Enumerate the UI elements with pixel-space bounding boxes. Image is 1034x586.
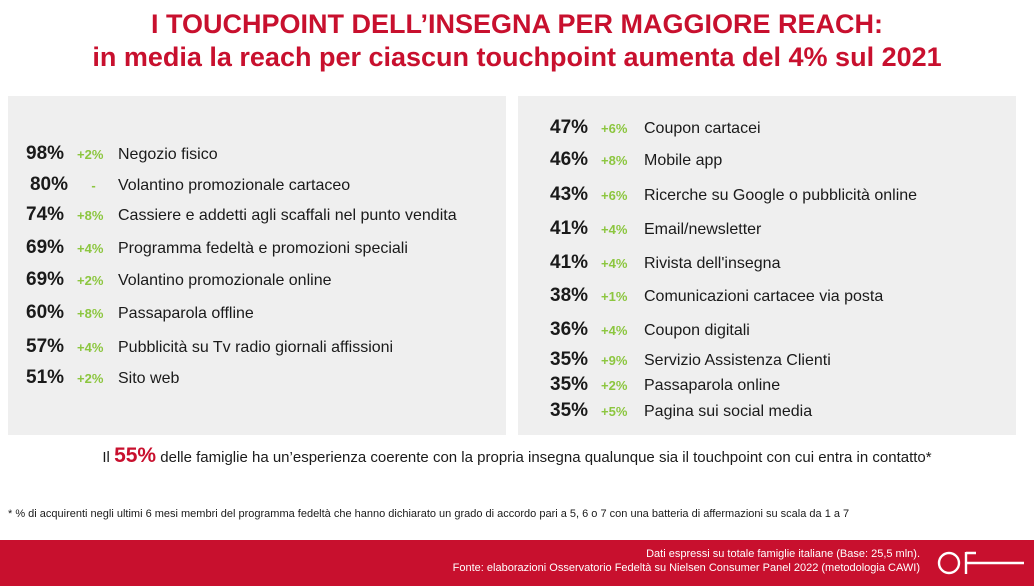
source-line-1: Dati espressi su totale famiglie italian… xyxy=(646,548,920,560)
list-item: 38% +1% Comunicazioni cartacee via posta xyxy=(550,285,883,307)
touchpoint-label: Cassiere e addetti agli scaffali nel pun… xyxy=(118,207,457,224)
reach-delta: +4% xyxy=(601,256,628,271)
touchpoint-label: Coupon digitali xyxy=(644,322,750,339)
source-line-2: Fonte: elaborazioni Osservatorio Fedeltà… xyxy=(452,562,920,574)
reach-percent: 35% xyxy=(550,400,589,421)
reach-percent: 69% xyxy=(26,237,65,258)
list-item: 35% +9% Servizio Assistenza Clienti xyxy=(550,349,831,371)
reach-percent: 98% xyxy=(26,143,65,164)
reach-delta: +2% xyxy=(601,378,628,393)
reach-percent: 35% xyxy=(550,374,589,395)
footnote: * % di acquirenti negli ultimi 6 mesi me… xyxy=(8,508,850,520)
statement-suffix: delle famiglie ha un’esperienza coerente… xyxy=(160,449,932,466)
list-item: 98% +2% Negozio fisico xyxy=(26,143,218,165)
reach-delta: +4% xyxy=(601,222,628,237)
statement-prefix: Il xyxy=(102,449,110,466)
list-item: 69% +4% Programma fedeltà e promozioni s… xyxy=(26,237,408,259)
reach-delta: +4% xyxy=(601,323,628,338)
reach-delta: +2% xyxy=(77,371,104,386)
reach-delta: +8% xyxy=(77,306,104,321)
list-item: 46% +8% Mobile app xyxy=(550,149,722,171)
reach-delta: +2% xyxy=(77,273,104,288)
touchpoint-label: Email/newsletter xyxy=(644,221,762,238)
reach-delta: +6% xyxy=(601,188,628,203)
reach-percent: 41% xyxy=(550,252,589,273)
list-item: 80% - Volantino promozionale cartaceo xyxy=(26,174,350,196)
reach-delta: +6% xyxy=(601,121,628,136)
source-note: Dati espressi su totale famiglie italian… xyxy=(453,547,920,575)
reach-delta: +2% xyxy=(77,147,104,162)
touchpoint-label: Rivista dell'insegna xyxy=(644,255,781,272)
footer-bar: Dati espressi su totale famiglie italian… xyxy=(0,540,1034,586)
list-item: 51% +2% Sito web xyxy=(26,367,179,389)
touchpoint-label: Coupon cartacei xyxy=(644,120,761,137)
reach-delta: +9% xyxy=(601,353,628,368)
reach-percent: 80% xyxy=(29,174,69,195)
reach-delta: +4% xyxy=(77,340,104,355)
reach-percent: 60% xyxy=(26,302,65,323)
reach-percent: 69% xyxy=(26,269,65,290)
reach-delta: - xyxy=(91,178,96,193)
statement-highlight: 55% xyxy=(114,444,157,467)
touchpoint-label: Passaparola offline xyxy=(118,305,254,322)
touchpoint-label: Negozio fisico xyxy=(118,146,218,163)
touchpoint-label: Passaparola online xyxy=(644,377,781,394)
touchpoint-label: Volantino promozionale cartaceo xyxy=(118,177,351,194)
touchpoint-label: Sito web xyxy=(118,370,180,387)
reach-delta: +1% xyxy=(601,289,628,304)
key-statement: Il 55% delle famiglie ha un’esperienza c… xyxy=(0,444,1034,468)
reach-delta: +8% xyxy=(601,153,628,168)
touchpoint-label: Mobile app xyxy=(644,152,723,169)
touchpoint-label: Volantino promozionale online xyxy=(118,272,332,289)
touchpoint-label: Comunicazioni cartacee via posta xyxy=(644,288,884,305)
page-title: I TOUCHPOINT DELL’INSEGNA PER MAGGIORE R… xyxy=(0,8,1034,74)
reach-percent: 57% xyxy=(26,336,65,357)
list-item: 35% +5% Pagina sui social media xyxy=(550,400,812,422)
list-item: 41% +4% Email/newsletter xyxy=(550,218,761,240)
list-item: 69% +2% Volantino promozionale online xyxy=(26,269,331,291)
touchpoint-label: Servizio Assistenza Clienti xyxy=(644,352,831,369)
list-item: 41% +4% Rivista dell'insegna xyxy=(550,252,780,274)
reach-percent: 36% xyxy=(550,319,589,340)
reach-percent: 43% xyxy=(550,184,589,205)
reach-delta: +8% xyxy=(77,208,104,223)
left-touchpoint-panel: 98% +2% Negozio fisico 80% - Volantino p… xyxy=(8,96,506,435)
list-item: 47% +6% Coupon cartacei xyxy=(550,117,761,139)
touchpoint-label: Ricerche su Google o pubblicità online xyxy=(644,187,918,204)
reach-percent: 41% xyxy=(550,218,589,239)
title-line-1: I TOUCHPOINT DELL’INSEGNA PER MAGGIORE R… xyxy=(150,9,884,39)
touchpoint-label: Programma fedeltà e promozioni speciali xyxy=(118,240,408,257)
reach-delta: +4% xyxy=(77,241,104,256)
list-item: 74% +8% Cassiere e addetti agli scaffali… xyxy=(26,204,457,226)
reach-percent: 38% xyxy=(550,285,589,306)
reach-delta: +5% xyxy=(601,404,628,419)
list-item: 35% +2% Passaparola online xyxy=(550,374,780,396)
of-logo-icon: OF xyxy=(937,551,1024,575)
touchpoint-label: Pubblicità su Tv radio giornali affissio… xyxy=(118,339,394,356)
reach-percent: 74% xyxy=(26,204,65,225)
list-item: 57% +4% Pubblicità su Tv radio giornali … xyxy=(26,336,393,358)
list-item: 60% +8% Passaparola offline xyxy=(26,302,254,324)
reach-percent: 47% xyxy=(550,117,589,138)
title-line-2: in media la reach per ciascun touchpoint… xyxy=(92,42,942,72)
reach-percent: 35% xyxy=(550,349,589,370)
touchpoint-label: Pagina sui social media xyxy=(644,403,813,420)
reach-percent: 46% xyxy=(550,149,589,170)
list-item: 43% +6% Ricerche su Google o pubblicità … xyxy=(550,184,917,206)
right-touchpoint-panel: 47% +6% Coupon cartacei 46% +8% Mobile a… xyxy=(518,96,1016,435)
list-item: 36% +4% Coupon digitali xyxy=(550,319,750,341)
reach-percent: 51% xyxy=(26,367,65,388)
